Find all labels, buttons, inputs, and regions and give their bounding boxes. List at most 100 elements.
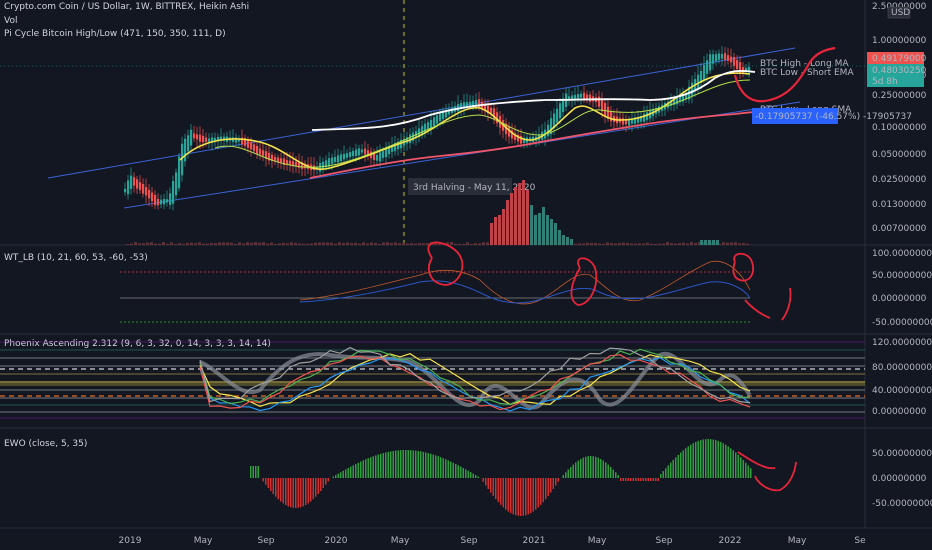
candle-body <box>292 161 295 166</box>
phoenix-axis-tick: 0.00000000 <box>872 407 927 417</box>
ewo-bar <box>527 478 529 515</box>
halving-box <box>408 178 512 195</box>
ewo-bar <box>435 455 437 478</box>
ewo-bar <box>582 457 584 478</box>
candle-body <box>199 134 202 142</box>
candle-body <box>355 149 358 156</box>
volume-bar <box>710 242 713 245</box>
ewo-bar <box>717 440 719 478</box>
ewo-axis-tick: 50.00000000 <box>872 449 932 459</box>
candle-body <box>439 113 442 122</box>
ewo-bar <box>395 450 397 478</box>
candle-body <box>322 161 325 170</box>
candle-body <box>196 134 199 140</box>
ewo-bar <box>402 450 404 478</box>
ewo-bar <box>372 456 374 478</box>
current-price-tag <box>867 52 924 64</box>
candle-body <box>547 124 550 137</box>
ewo-bar <box>605 462 607 478</box>
candle-body <box>343 153 346 160</box>
ewo-bar <box>695 441 697 478</box>
candle-body <box>127 180 130 195</box>
candle-body <box>607 106 610 119</box>
ewo-bar <box>267 478 269 488</box>
volume-bar <box>722 242 725 245</box>
volume-bar <box>342 242 345 245</box>
candle-body <box>388 146 391 155</box>
candle-body <box>559 103 562 119</box>
ewo-bar <box>587 456 589 478</box>
candle-body <box>373 153 376 160</box>
candle-body <box>583 92 586 100</box>
volume-bar <box>402 242 405 245</box>
ewo-bar <box>307 478 309 504</box>
candle-body <box>706 60 709 74</box>
candle-body <box>253 144 256 152</box>
ewo-bar <box>532 478 534 512</box>
volume-bar <box>634 243 637 245</box>
candle-body <box>646 112 649 120</box>
volume-bar <box>474 243 477 245</box>
time-axis-tick: 2020 <box>325 536 348 546</box>
volume-bar <box>530 205 533 245</box>
ewo-title: EWO (close, 5, 35) <box>4 439 87 449</box>
volume-bar <box>554 223 557 245</box>
ewo-bar <box>460 466 462 478</box>
candle-body <box>418 128 421 138</box>
candle-body <box>598 96 601 107</box>
pi-cycle-label: Pi Cycle Bitcoin High/Low (471, 150, 350… <box>4 29 226 39</box>
candle-body <box>193 133 196 139</box>
candle-body <box>523 137 526 143</box>
volume-bar <box>618 242 621 245</box>
volume-bar <box>406 243 409 245</box>
time-axis-tick: May <box>588 536 607 546</box>
volume-bar <box>514 187 517 245</box>
candle-body <box>682 93 685 102</box>
phoenix-axis-tick: 120.00000000 <box>872 338 932 348</box>
ewo-bar <box>602 460 604 478</box>
candle-body <box>742 67 745 73</box>
volume-bar <box>362 242 365 245</box>
ewo-bar <box>357 462 359 478</box>
currency-box[interactable] <box>887 6 911 19</box>
ewo-bar <box>445 459 447 478</box>
ewo-bar <box>407 450 409 478</box>
ewo-bar <box>507 478 509 512</box>
candle-body <box>460 103 463 109</box>
volume-bar <box>602 243 605 245</box>
volume-bar <box>322 242 325 245</box>
volume-bar <box>674 243 677 245</box>
candle-body <box>289 160 292 166</box>
volume-bar <box>742 242 745 245</box>
volume-bar <box>546 215 549 245</box>
candle-body <box>295 161 298 167</box>
ewo-bar <box>325 478 327 485</box>
ewo-bar <box>547 478 549 496</box>
volume-bar <box>154 243 157 245</box>
ewo-bar <box>262 478 264 482</box>
volume-bar <box>686 243 689 245</box>
volume-bar <box>614 243 617 245</box>
candle-body <box>670 100 673 106</box>
volume-bar <box>418 243 421 245</box>
ewo-bar <box>257 466 259 478</box>
volume-bar <box>626 242 629 245</box>
ewo-bar <box>637 478 639 481</box>
volume-bar <box>678 243 681 245</box>
candle-body <box>391 145 394 152</box>
ewo-bar <box>287 478 289 507</box>
ewo-bar <box>720 441 722 478</box>
ewo-bar <box>505 478 507 510</box>
volume-bar <box>714 242 717 245</box>
ewo-bar <box>482 478 484 482</box>
ewo-bar <box>342 470 344 478</box>
candle-body <box>634 117 637 124</box>
ewo-bar <box>662 471 664 478</box>
candle-body <box>604 102 607 116</box>
ewo-bar <box>672 459 674 478</box>
candle-body <box>553 113 556 129</box>
candle-body <box>283 158 286 165</box>
volume-bar <box>302 243 305 245</box>
ewo-bar <box>652 478 654 481</box>
